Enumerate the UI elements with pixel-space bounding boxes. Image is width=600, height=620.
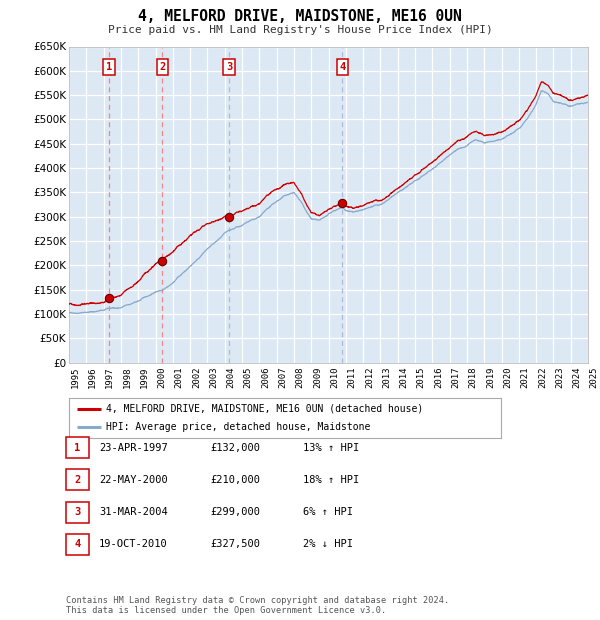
Text: 1: 1 bbox=[74, 443, 80, 453]
Text: 19-OCT-2010: 19-OCT-2010 bbox=[99, 539, 168, 549]
Text: 1999: 1999 bbox=[140, 366, 149, 388]
Text: 1998: 1998 bbox=[122, 366, 131, 388]
Text: 1996: 1996 bbox=[88, 366, 97, 388]
Text: 4: 4 bbox=[339, 62, 346, 72]
Text: 31-MAR-2004: 31-MAR-2004 bbox=[99, 507, 168, 517]
Text: £327,500: £327,500 bbox=[210, 539, 260, 549]
Text: 2022: 2022 bbox=[538, 366, 547, 388]
Text: 2005: 2005 bbox=[244, 366, 253, 388]
Text: 2020: 2020 bbox=[503, 366, 512, 388]
Text: 2018: 2018 bbox=[469, 366, 478, 388]
Text: 2002: 2002 bbox=[192, 366, 201, 388]
Text: 3: 3 bbox=[226, 62, 232, 72]
Text: 2011: 2011 bbox=[347, 366, 356, 388]
Text: 2019: 2019 bbox=[486, 366, 495, 388]
Text: 22-MAY-2000: 22-MAY-2000 bbox=[99, 475, 168, 485]
Text: 4, MELFORD DRIVE, MAIDSTONE, ME16 0UN: 4, MELFORD DRIVE, MAIDSTONE, ME16 0UN bbox=[138, 9, 462, 24]
Text: £299,000: £299,000 bbox=[210, 507, 260, 517]
Text: 2007: 2007 bbox=[278, 366, 287, 388]
Text: 2012: 2012 bbox=[365, 366, 374, 388]
Text: 2004: 2004 bbox=[226, 366, 235, 388]
Text: 2010: 2010 bbox=[330, 366, 339, 388]
Text: 4, MELFORD DRIVE, MAIDSTONE, ME16 0UN (detached house): 4, MELFORD DRIVE, MAIDSTONE, ME16 0UN (d… bbox=[106, 404, 423, 414]
Text: 2006: 2006 bbox=[261, 366, 270, 388]
Text: Contains HM Land Registry data © Crown copyright and database right 2024.
This d: Contains HM Land Registry data © Crown c… bbox=[66, 596, 449, 615]
Text: 2014: 2014 bbox=[400, 366, 409, 388]
Text: 6% ↑ HPI: 6% ↑ HPI bbox=[303, 507, 353, 517]
Text: 2001: 2001 bbox=[175, 366, 184, 388]
Text: 2: 2 bbox=[74, 475, 80, 485]
Text: 2024: 2024 bbox=[572, 366, 581, 388]
Text: 2016: 2016 bbox=[434, 366, 443, 388]
Text: Price paid vs. HM Land Registry's House Price Index (HPI): Price paid vs. HM Land Registry's House … bbox=[107, 25, 493, 35]
Text: 2008: 2008 bbox=[296, 366, 305, 388]
Text: 2021: 2021 bbox=[521, 366, 530, 388]
Text: 1997: 1997 bbox=[106, 366, 115, 388]
Text: 1995: 1995 bbox=[71, 366, 80, 388]
Text: 13% ↑ HPI: 13% ↑ HPI bbox=[303, 443, 359, 453]
Text: £132,000: £132,000 bbox=[210, 443, 260, 453]
Text: 18% ↑ HPI: 18% ↑ HPI bbox=[303, 475, 359, 485]
Text: 2025: 2025 bbox=[590, 366, 599, 388]
Text: 2000: 2000 bbox=[157, 366, 166, 388]
Text: 2% ↓ HPI: 2% ↓ HPI bbox=[303, 539, 353, 549]
Text: HPI: Average price, detached house, Maidstone: HPI: Average price, detached house, Maid… bbox=[106, 422, 370, 433]
Text: 2009: 2009 bbox=[313, 366, 322, 388]
Text: 3: 3 bbox=[74, 507, 80, 517]
Text: £210,000: £210,000 bbox=[210, 475, 260, 485]
Text: 2003: 2003 bbox=[209, 366, 218, 388]
Text: 2017: 2017 bbox=[451, 366, 460, 388]
Text: 1: 1 bbox=[106, 62, 112, 72]
Text: 2023: 2023 bbox=[555, 366, 564, 388]
Text: 4: 4 bbox=[74, 539, 80, 549]
Text: 2015: 2015 bbox=[417, 366, 426, 388]
Text: 23-APR-1997: 23-APR-1997 bbox=[99, 443, 168, 453]
Text: 2013: 2013 bbox=[382, 366, 391, 388]
Text: 2: 2 bbox=[159, 62, 166, 72]
